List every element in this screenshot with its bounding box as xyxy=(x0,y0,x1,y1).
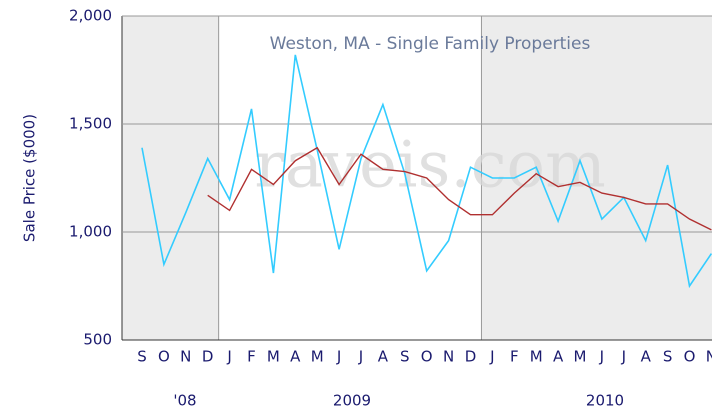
x-tick-label: A xyxy=(641,348,652,366)
x-tick-label: N xyxy=(706,348,712,366)
year-shade xyxy=(122,16,219,340)
x-tick-label: A xyxy=(553,348,564,366)
x-tick-label: J xyxy=(226,348,231,366)
y-tick-label: 2,000 xyxy=(69,7,112,25)
y-axis-label: Sale Price ($000) xyxy=(21,114,39,242)
x-tick-label: S xyxy=(663,348,673,366)
x-tick-label: D xyxy=(465,348,477,366)
chart-title: Weston, MA - Single Family Properties xyxy=(270,34,591,54)
x-tick-label: N xyxy=(180,348,191,366)
x-tick-label: F xyxy=(510,348,519,366)
x-tick-label: M xyxy=(574,348,587,366)
x-tick-label: N xyxy=(443,348,454,366)
x-tick-label: F xyxy=(247,348,256,366)
x-tick-label: J xyxy=(489,348,494,366)
x-tick-label: J xyxy=(336,348,341,366)
x-tick-label: J xyxy=(621,348,626,366)
plot-background xyxy=(121,15,712,341)
y-tick-label: 1,500 xyxy=(69,115,112,133)
x-tick-label: S xyxy=(137,348,147,366)
x-tick-label: J xyxy=(358,348,363,366)
data-line xyxy=(141,54,712,289)
x-tick-label: M xyxy=(530,348,543,366)
year-shade xyxy=(218,16,482,340)
watermark: raveis.com xyxy=(254,129,606,203)
x-tick-label: M xyxy=(267,348,280,366)
x-tick-label: J xyxy=(599,348,604,366)
x-tick-label: A xyxy=(290,348,301,366)
x-tick-label: A xyxy=(378,348,389,366)
x-tick-label: D xyxy=(202,348,214,366)
x-tick-label: O xyxy=(684,348,696,366)
x-tick-label: O xyxy=(421,348,433,366)
x-tick-label: O xyxy=(158,348,170,366)
y-tick-label: 1,000 xyxy=(69,223,112,241)
year-label: 2010 xyxy=(586,392,624,410)
data-line xyxy=(207,146,712,231)
year-label: '08 xyxy=(173,392,196,410)
x-tick-label: M xyxy=(311,348,324,366)
y-tick-label: 500 xyxy=(83,331,112,349)
series-group xyxy=(141,54,712,289)
year-shade xyxy=(481,16,712,340)
x-tick-label: S xyxy=(400,348,410,366)
year-label: 2009 xyxy=(333,392,371,410)
